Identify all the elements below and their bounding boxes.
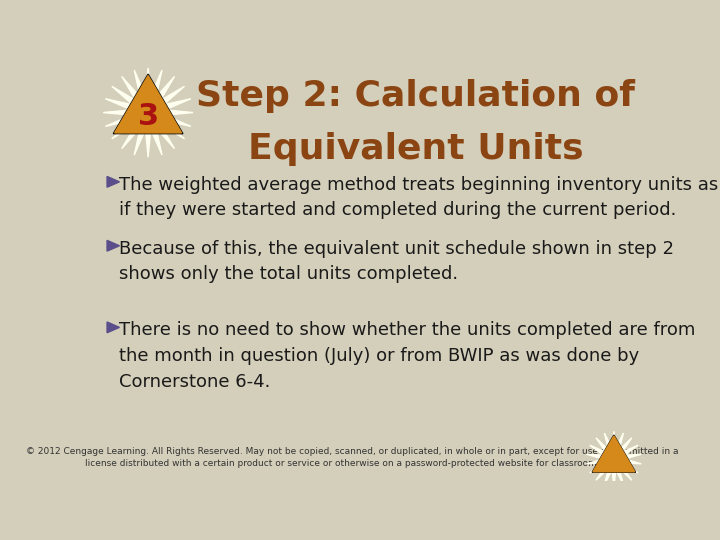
Text: Step 2: Calculation of: Step 2: Calculation of (196, 79, 635, 113)
Text: © 2012 Cengage Learning. All Rights Reserved. May not be copied, scanned, or dup: © 2012 Cengage Learning. All Rights Rese… (26, 448, 678, 468)
Polygon shape (107, 177, 120, 187)
Polygon shape (103, 68, 193, 157)
Polygon shape (113, 74, 183, 134)
Polygon shape (107, 322, 120, 333)
Text: There is no need to show whether the units completed are from
the month in quest: There is no need to show whether the uni… (120, 321, 696, 390)
Text: Equivalent Units: Equivalent Units (248, 132, 583, 166)
Text: 3: 3 (138, 102, 158, 131)
Text: Because of this, the equivalent unit schedule shown in step 2
shows only the tot: Because of this, the equivalent unit sch… (120, 240, 675, 284)
Polygon shape (114, 76, 181, 133)
Text: The weighted average method treats beginning inventory units as
if they were sta: The weighted average method treats begin… (120, 176, 719, 219)
Polygon shape (593, 436, 635, 472)
Polygon shape (107, 240, 120, 251)
Polygon shape (586, 431, 642, 487)
Polygon shape (592, 435, 636, 472)
